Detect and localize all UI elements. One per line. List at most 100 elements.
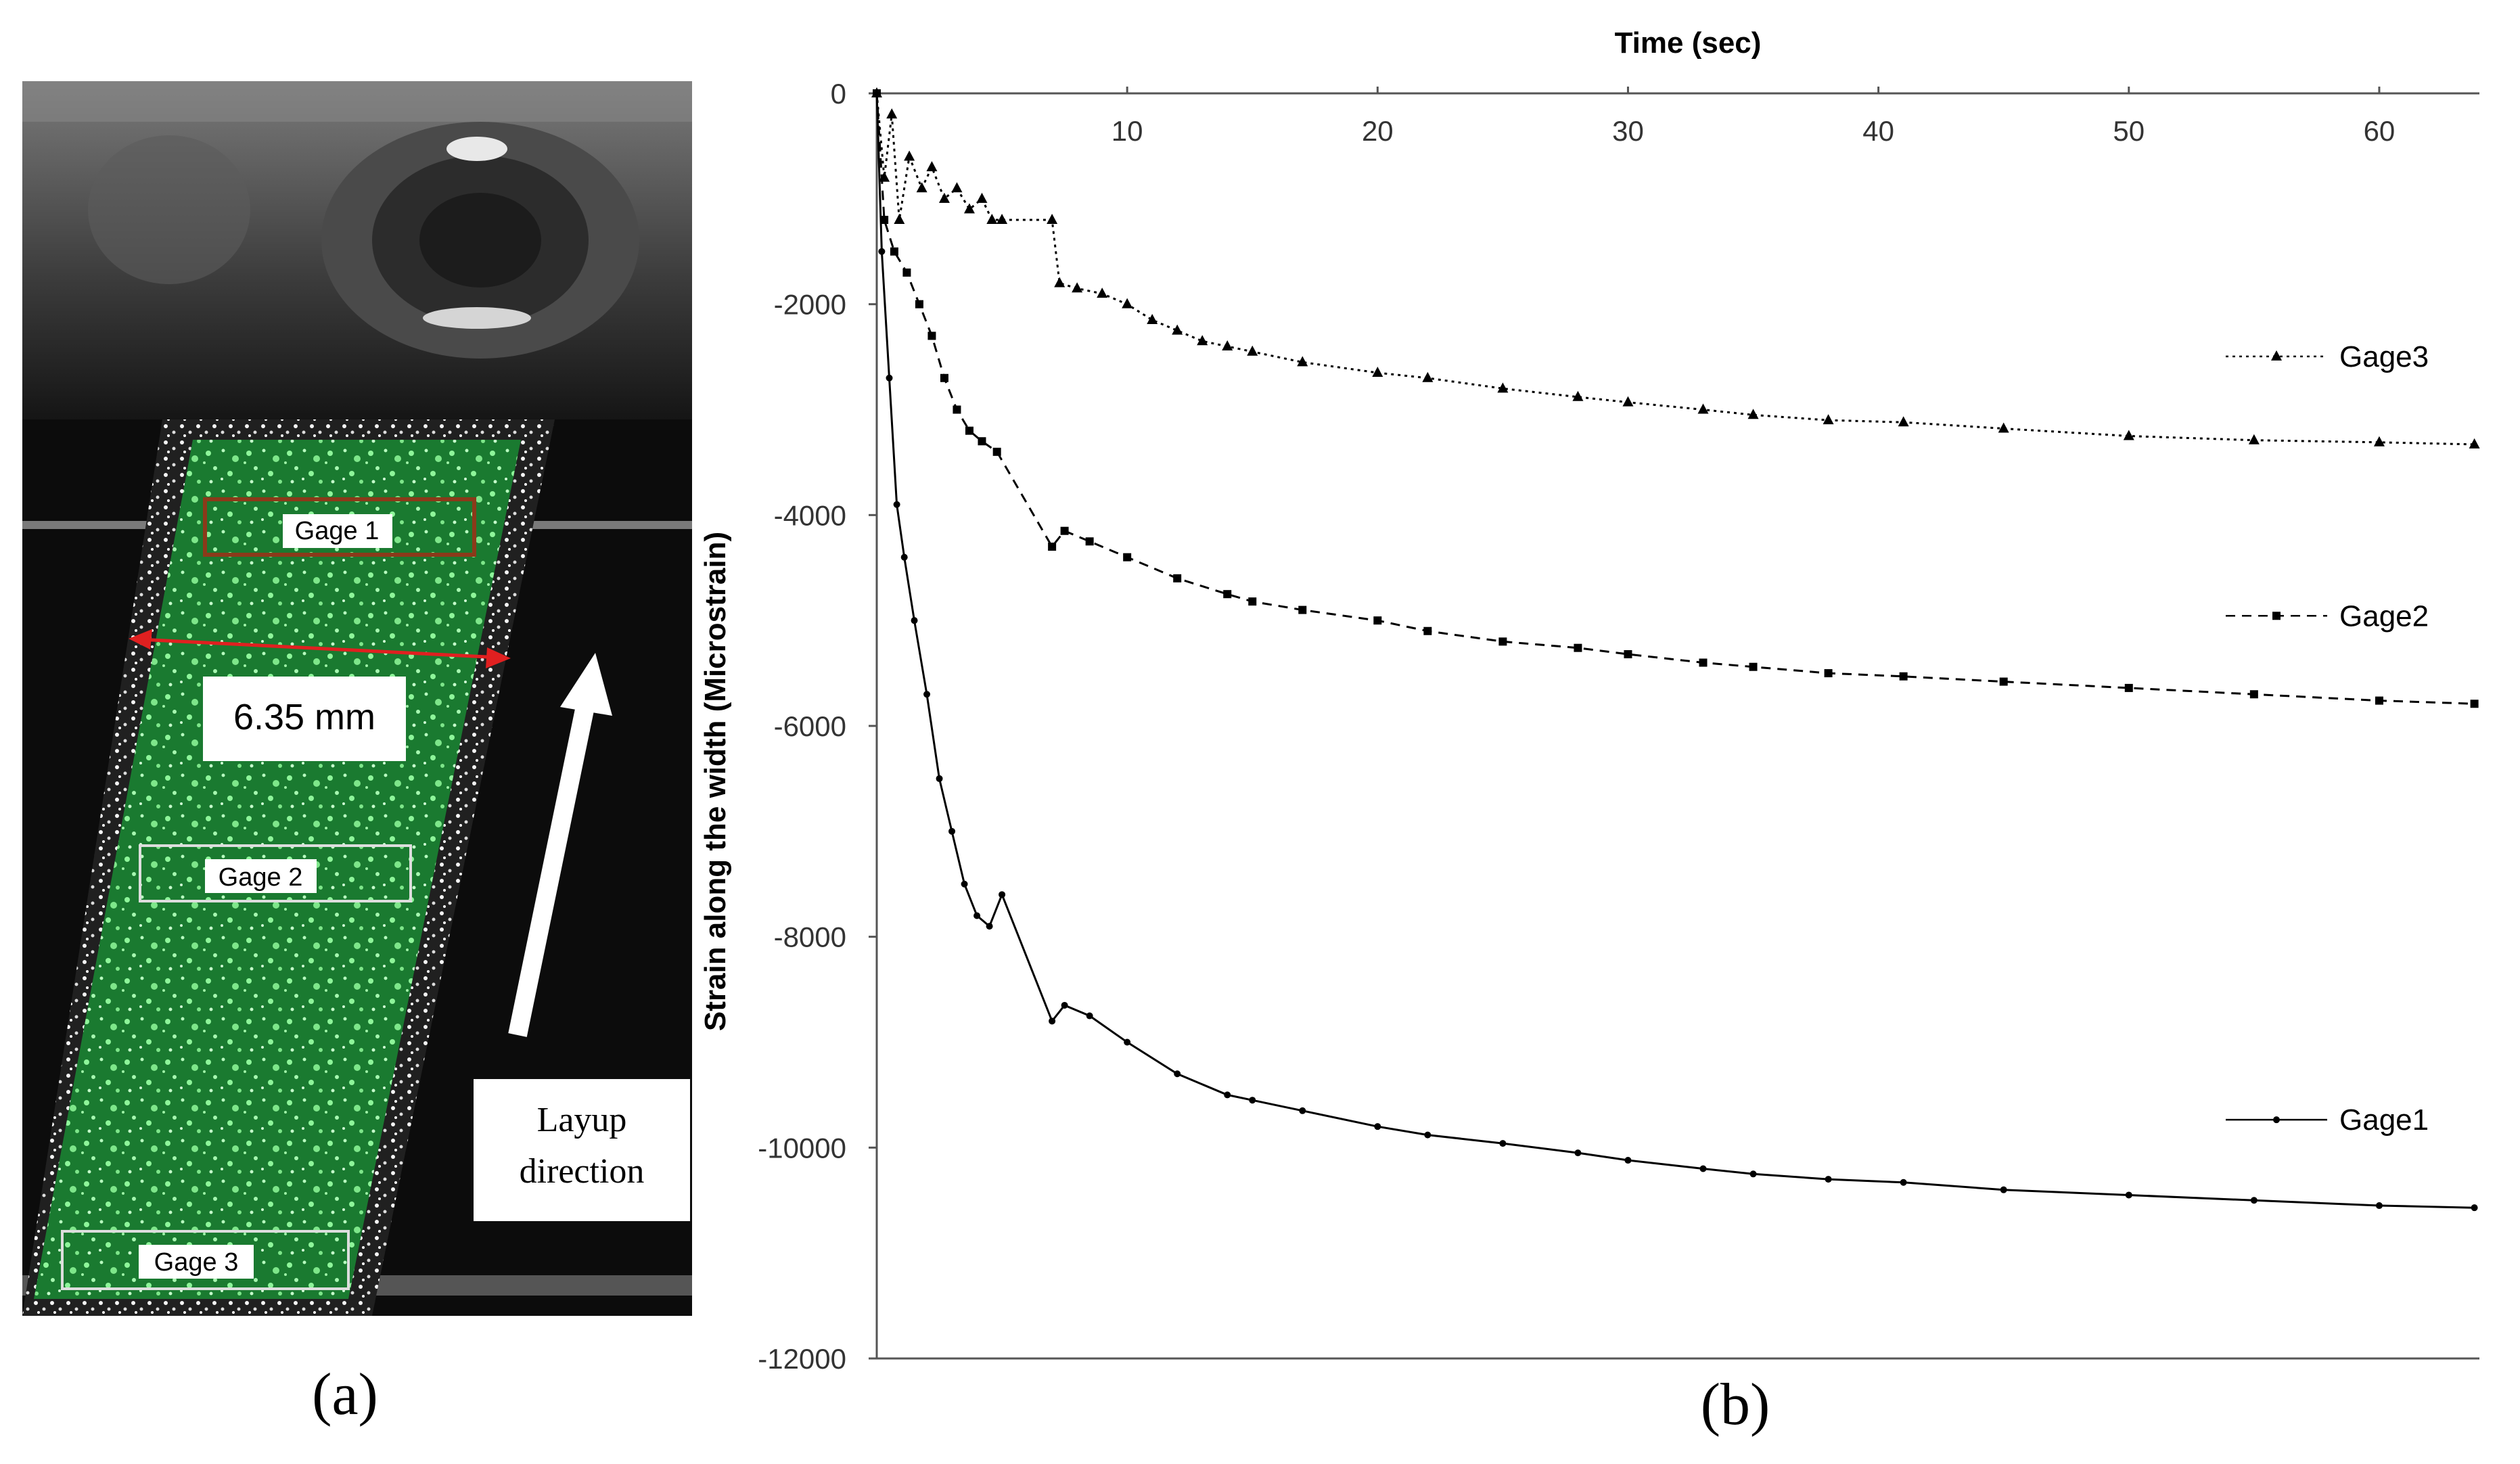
data-point xyxy=(893,501,900,508)
data-point xyxy=(923,691,931,698)
data-point xyxy=(1899,672,1908,681)
data-point xyxy=(986,214,998,224)
data-point xyxy=(1224,1091,1231,1099)
chart-legend: Gage3 Gage2 Gage1 xyxy=(2226,340,2429,1137)
data-point xyxy=(2125,1191,2132,1199)
data-point xyxy=(1574,643,1582,652)
data-point xyxy=(1498,637,1507,646)
data-point xyxy=(1374,1123,1381,1130)
data-point xyxy=(915,300,923,308)
data-point xyxy=(1223,590,1232,599)
data-point xyxy=(2250,1197,2258,1204)
chart-axes xyxy=(875,92,2479,1360)
series-gage1 xyxy=(873,90,2478,1212)
data-point xyxy=(936,775,943,782)
data-point xyxy=(965,426,973,435)
y-tick-label: -12000 xyxy=(758,1343,846,1375)
data-point xyxy=(2469,438,2480,449)
y-tick-label: 0 xyxy=(831,78,846,110)
data-point xyxy=(1247,345,1258,356)
x-axis-label: Time (sec) xyxy=(1615,26,1762,60)
data-point xyxy=(1047,214,1058,224)
data-point xyxy=(1097,288,1108,298)
data-point xyxy=(1373,616,1382,625)
data-point xyxy=(1197,335,1208,346)
data-point xyxy=(1499,1140,1507,1147)
data-point xyxy=(1572,390,1584,401)
legend-marker xyxy=(2273,1116,2280,1124)
data-point xyxy=(940,373,948,382)
legend-label: Gage2 xyxy=(2339,599,2429,633)
data-point xyxy=(1072,282,1083,293)
data-point xyxy=(1299,1107,1306,1114)
chart-ticks: 10 20 30 40 50 60 0 -2000 -4000 -6000 -8000 -10000 -… xyxy=(758,78,2395,1375)
data-point xyxy=(1624,1157,1632,1164)
series-gage3 xyxy=(871,87,2480,449)
y-tick-label: -2000 xyxy=(774,289,846,321)
data-point xyxy=(1697,403,1709,414)
data-point xyxy=(1747,409,1759,419)
gage3-label: Gage 3 xyxy=(154,1248,239,1277)
data-point xyxy=(1086,1012,1093,1020)
data-point xyxy=(2375,696,2383,705)
gage2-box xyxy=(139,844,412,902)
legend-marker xyxy=(2271,350,2282,361)
data-point xyxy=(2249,690,2258,699)
data-point xyxy=(978,437,986,446)
x-tick-label: 40 xyxy=(1862,115,1894,147)
gage1-label: Gage 1 xyxy=(295,517,380,545)
panel-b: 10 20 30 40 50 60 0 -2000 -4000 -6000 -8000 -10000 -… xyxy=(677,0,2520,1461)
legend-label: Gage3 xyxy=(2339,340,2429,373)
data-point xyxy=(986,923,993,930)
data-point xyxy=(1297,356,1308,367)
series-line xyxy=(875,93,2475,446)
data-point xyxy=(996,214,1008,224)
data-point xyxy=(2470,700,2479,708)
data-point xyxy=(902,268,911,277)
data-point xyxy=(1124,1038,1131,1046)
data-point xyxy=(2471,1204,2478,1212)
data-point xyxy=(963,203,975,214)
data-point xyxy=(1222,340,1233,350)
data-point xyxy=(894,214,905,224)
data-point xyxy=(1999,677,2008,686)
data-point xyxy=(948,827,956,835)
data-point xyxy=(1147,314,1158,325)
data-point xyxy=(1298,605,1307,614)
data-point xyxy=(1749,1170,1757,1178)
data-point xyxy=(992,447,1001,456)
legend-marker xyxy=(2272,612,2281,620)
data-point xyxy=(1574,1149,1582,1157)
data-point xyxy=(880,216,889,224)
data-point xyxy=(1060,526,1069,535)
data-point xyxy=(2375,1202,2383,1210)
data-point xyxy=(1699,1165,1707,1172)
width-label-box xyxy=(203,677,406,761)
data-point xyxy=(938,192,950,203)
x-tick-label: 50 xyxy=(2113,115,2145,147)
y-tick-label: -4000 xyxy=(774,499,846,531)
data-point xyxy=(2124,683,2133,692)
data-point xyxy=(1054,277,1066,288)
data-point xyxy=(1824,669,1833,678)
data-point xyxy=(2000,1186,2007,1193)
data-point xyxy=(1900,1179,1907,1186)
data-point xyxy=(1048,543,1057,551)
data-point xyxy=(1424,1131,1431,1139)
data-point xyxy=(2123,430,2134,440)
strain-chart: 10 20 30 40 50 60 0 -2000 -4000 -6000 -8000 -10000 -… xyxy=(699,26,2480,1438)
chart-series xyxy=(871,87,2480,1212)
data-point xyxy=(890,247,898,256)
caption-b: (b) xyxy=(1701,1372,1770,1438)
data-point xyxy=(1898,416,1909,427)
data-point xyxy=(961,880,968,888)
data-point xyxy=(2373,436,2385,447)
gage1-box xyxy=(203,497,476,557)
layup-label-line2: direction xyxy=(520,1152,645,1191)
data-point xyxy=(999,891,1006,898)
x-tick-label: 20 xyxy=(1362,115,1394,147)
data-point xyxy=(951,182,963,193)
data-point xyxy=(1172,324,1183,335)
data-point xyxy=(873,90,880,97)
data-point xyxy=(1624,650,1632,659)
